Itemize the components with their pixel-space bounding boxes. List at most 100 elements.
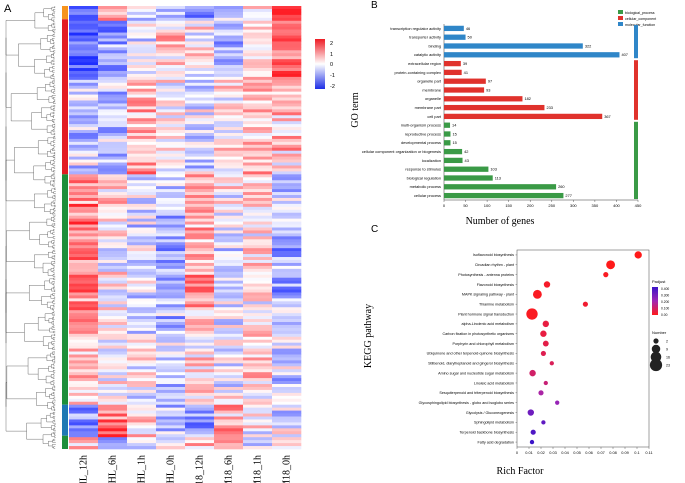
heatmap-cell [272, 378, 302, 382]
heatmap-cell [243, 372, 273, 376]
heatmap-cell [156, 378, 186, 382]
heatmap-cell [272, 180, 302, 184]
go-bar [444, 69, 462, 76]
heatmap-cell [98, 38, 128, 42]
heatmap-cell [185, 333, 215, 338]
heatmap-cell [185, 322, 215, 326]
heatmap-cell [127, 56, 157, 60]
heatmap-cell [127, 401, 157, 405]
heatmap-cell [214, 280, 244, 284]
heatmap-cell [127, 280, 157, 284]
heatmap-cell [185, 88, 215, 92]
heatmap-cell [272, 218, 302, 222]
heatmap-cell [214, 183, 244, 187]
kegg-pathway-label: Glycolysis / Gluconeogenesis [466, 411, 514, 415]
heatmap-cell [243, 443, 273, 447]
heatmap-cell [69, 212, 99, 216]
heatmap-cell [214, 200, 244, 205]
heatmap-cell [127, 192, 157, 196]
heatmap-cell [185, 336, 215, 341]
heatmap-cell [214, 345, 244, 349]
kegg-bubble [529, 369, 536, 377]
color-scale-tick: -2 [330, 84, 335, 90]
go-bar [444, 60, 461, 67]
heatmap-cell [98, 313, 128, 317]
go-x-tick-label: 50 [463, 203, 468, 208]
heatmap-cell [214, 14, 244, 19]
heatmap-cell [127, 115, 157, 119]
heatmap-cell [243, 115, 273, 119]
heatmap-cell [185, 239, 215, 243]
go-group-bracket [634, 121, 638, 199]
heatmap-cell [272, 14, 302, 19]
heatmap-cell [127, 404, 157, 408]
heatmap-cell [214, 351, 244, 355]
heatmap-cell [214, 286, 244, 290]
heatmap-cell [243, 197, 273, 202]
heatmap-cell [243, 251, 273, 255]
heatmap-cell [127, 203, 157, 208]
heatmap-cell [272, 413, 302, 417]
heatmap-cell [185, 195, 215, 199]
heatmap-cell [243, 327, 273, 332]
heatmap-cell [185, 70, 215, 75]
kegg-bubble [542, 320, 549, 328]
heatmap-cell [127, 20, 157, 25]
heatmap-cell [243, 97, 273, 101]
heatmap-cell [69, 375, 99, 379]
heatmap-cell [69, 327, 99, 332]
go-bar-value-label: 113 [495, 175, 501, 180]
heatmap-cell [156, 14, 186, 19]
heatmap-cell [98, 392, 128, 397]
heatmap-cell [69, 313, 99, 317]
heatmap-cell [185, 68, 215, 72]
heatmap-cell [69, 147, 99, 152]
heatmap-cell [156, 224, 186, 228]
heatmap-cell [272, 369, 302, 373]
heatmap-cell [69, 189, 99, 193]
heatmap-cell [98, 88, 128, 92]
heatmap-cell [127, 106, 157, 110]
kegg-bubble [582, 301, 588, 307]
heatmap-cell [185, 121, 215, 125]
heatmap-cell [185, 197, 215, 202]
heatmap-cell [214, 283, 244, 287]
heatmap-cell [272, 319, 302, 323]
kegg-pathway-label: Plant hormone signal transduction [458, 312, 514, 316]
go-bar [444, 87, 485, 93]
heatmap-cell [69, 88, 99, 92]
heatmap-cell [98, 180, 128, 184]
heatmap-cell [127, 100, 157, 104]
heatmap-cell [98, 23, 128, 27]
heatmap-cell [98, 20, 128, 25]
heatmap-cell [156, 422, 186, 426]
heatmap-cell [243, 301, 273, 305]
heatmap-cell [156, 440, 186, 444]
heatmap-cell [127, 109, 157, 113]
heatmap-cell [156, 11, 186, 16]
heatmap-cell [185, 342, 215, 346]
kegg-pathway-label: Terpenoid backbone biosynthesis [459, 431, 514, 435]
heatmap-cell [272, 366, 302, 370]
heatmap-cell [69, 144, 99, 149]
heatmap-cell [243, 351, 273, 355]
heatmap-cell [272, 115, 302, 119]
heatmap-cell [214, 26, 244, 30]
heatmap-cell [156, 446, 186, 450]
heatmap-cell [127, 395, 157, 400]
go-term-label: protein-containing complex [395, 70, 442, 75]
heatmap-column-label: HL_0h [166, 455, 177, 483]
heatmap-cell [69, 422, 99, 426]
heatmap-column-label: HL_6h [108, 455, 119, 483]
heatmap-cell [214, 304, 244, 308]
heatmap-cell [272, 162, 302, 166]
heatmap-cell [272, 76, 302, 81]
heatmap-cell [243, 257, 273, 261]
heatmap-cell [185, 265, 215, 270]
heatmap-cell [156, 124, 186, 128]
heatmap-cell [127, 354, 157, 358]
heatmap-cell [98, 115, 128, 119]
kegg-pathway-label: Stilbenoid, diarylheptanoid and gingerol… [428, 362, 514, 366]
heatmap-cell [243, 56, 273, 60]
heatmap-cell [69, 363, 99, 367]
